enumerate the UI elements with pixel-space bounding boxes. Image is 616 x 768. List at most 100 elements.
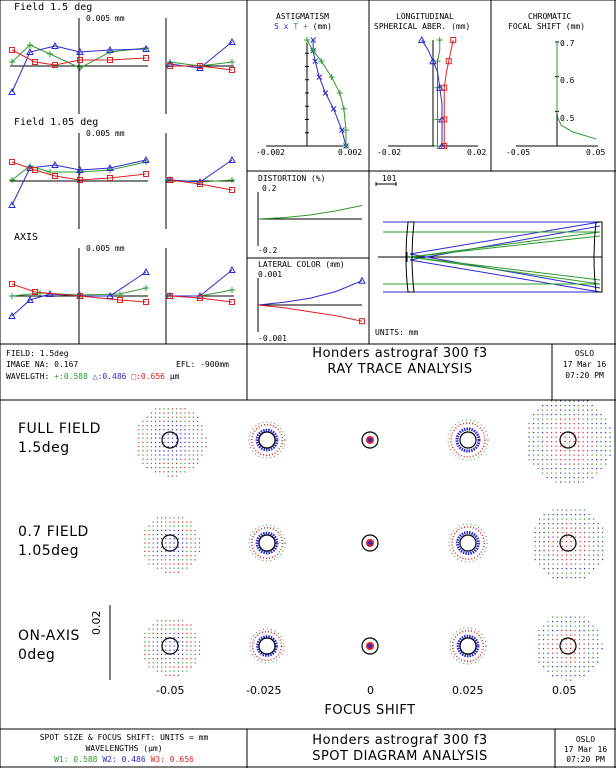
spot-dot	[566, 532, 568, 534]
spot-dot	[150, 429, 152, 431]
spot-dot	[574, 657, 576, 659]
spot-dot	[600, 423, 602, 425]
ray	[409, 235, 601, 285]
spot-dot	[188, 416, 190, 418]
spot-dot	[201, 425, 203, 427]
spot-dot	[560, 459, 562, 461]
spot-dot	[546, 445, 548, 447]
spot-dot	[583, 648, 585, 650]
spot-dot	[155, 408, 157, 410]
spot-dot	[148, 649, 150, 651]
spot-dot	[583, 652, 585, 654]
spot-dot	[152, 662, 154, 664]
spot-dot	[173, 559, 175, 561]
spot-dot	[579, 550, 581, 552]
spot-dot	[556, 661, 558, 663]
spot-dot	[591, 409, 593, 411]
spot-dot	[201, 450, 203, 452]
spot-dot	[165, 666, 167, 668]
spot-dot	[587, 414, 589, 416]
spot-dot	[582, 454, 584, 456]
spot-dot	[566, 559, 568, 561]
spot-dot	[588, 523, 590, 525]
spot-dot	[150, 450, 152, 452]
spot-dot	[575, 559, 577, 561]
spot-dot	[570, 648, 572, 650]
spot-dot	[546, 468, 548, 470]
spot-dot	[557, 545, 559, 547]
spot-dot	[138, 433, 140, 435]
spot-dot	[192, 412, 194, 414]
spot-dot	[152, 550, 154, 552]
spot-dot	[579, 523, 581, 525]
spot-dot	[201, 429, 203, 431]
spot-dot	[564, 481, 566, 483]
spot-dot	[546, 463, 548, 465]
spot-dot	[574, 625, 576, 627]
spot-dot	[188, 433, 190, 435]
square-marker	[77, 293, 83, 299]
spot-dot	[177, 628, 179, 630]
spot-dot	[556, 630, 558, 632]
spot-dot	[574, 643, 576, 645]
spot-dot	[547, 639, 549, 641]
spot-dot	[173, 538, 175, 540]
spot-dot	[186, 637, 188, 639]
spot-diagram	[361, 534, 379, 552]
spot-dot	[169, 555, 171, 557]
spot-dot	[548, 518, 550, 520]
spot-dot	[176, 441, 178, 443]
spot-dot	[557, 514, 559, 516]
spot-dot	[551, 405, 553, 407]
spot-dot	[548, 514, 550, 516]
spot-dot	[600, 418, 602, 420]
spot-dot	[588, 536, 590, 538]
spot-dot	[534, 550, 536, 552]
spot-dot	[537, 441, 539, 443]
triangle-marker	[417, 35, 426, 43]
spot-dot	[579, 657, 581, 659]
spot-dot	[144, 641, 146, 643]
spot-dot	[165, 662, 167, 664]
spot-dot	[605, 454, 607, 456]
spot-dot	[155, 412, 157, 414]
spot-dot	[574, 666, 576, 668]
spot-dot	[156, 658, 158, 660]
spot-dot	[534, 559, 536, 561]
spot-dot	[574, 670, 576, 672]
spot-dot	[552, 661, 554, 663]
triangle-marker	[26, 47, 34, 55]
spot-dot	[182, 563, 184, 565]
spot-dot	[163, 420, 165, 422]
spot-dot	[528, 445, 530, 447]
spot-dot	[564, 477, 566, 479]
spot-ring-outer	[248, 524, 286, 562]
triangle-marker	[142, 267, 150, 275]
spot-dot	[579, 670, 581, 672]
spot-dot	[184, 420, 186, 422]
spot-dot	[552, 657, 554, 659]
spot-dot	[588, 527, 590, 529]
spot-dot	[587, 454, 589, 456]
spot-dot	[150, 458, 152, 460]
spot-dot	[539, 536, 541, 538]
spot-row-3-line1: ON-AXIS	[18, 628, 80, 644]
spot-dot	[173, 571, 175, 573]
spot-dot	[165, 542, 167, 544]
spot-dot	[169, 620, 171, 622]
spot-dot	[156, 538, 158, 540]
spot-dot	[587, 445, 589, 447]
spot-dot	[537, 432, 539, 434]
spot-dot	[173, 632, 175, 634]
spot-dot	[148, 559, 150, 561]
spot-dot	[555, 400, 557, 402]
spot-dot	[588, 563, 590, 565]
spot-dot	[159, 416, 161, 418]
spot-dot	[184, 429, 186, 431]
spot-dot	[171, 408, 173, 410]
spot-dot	[173, 534, 175, 536]
spot-dot	[173, 649, 175, 651]
spot-dot	[573, 445, 575, 447]
spot-dot	[169, 670, 171, 672]
spot-dot	[186, 666, 188, 668]
